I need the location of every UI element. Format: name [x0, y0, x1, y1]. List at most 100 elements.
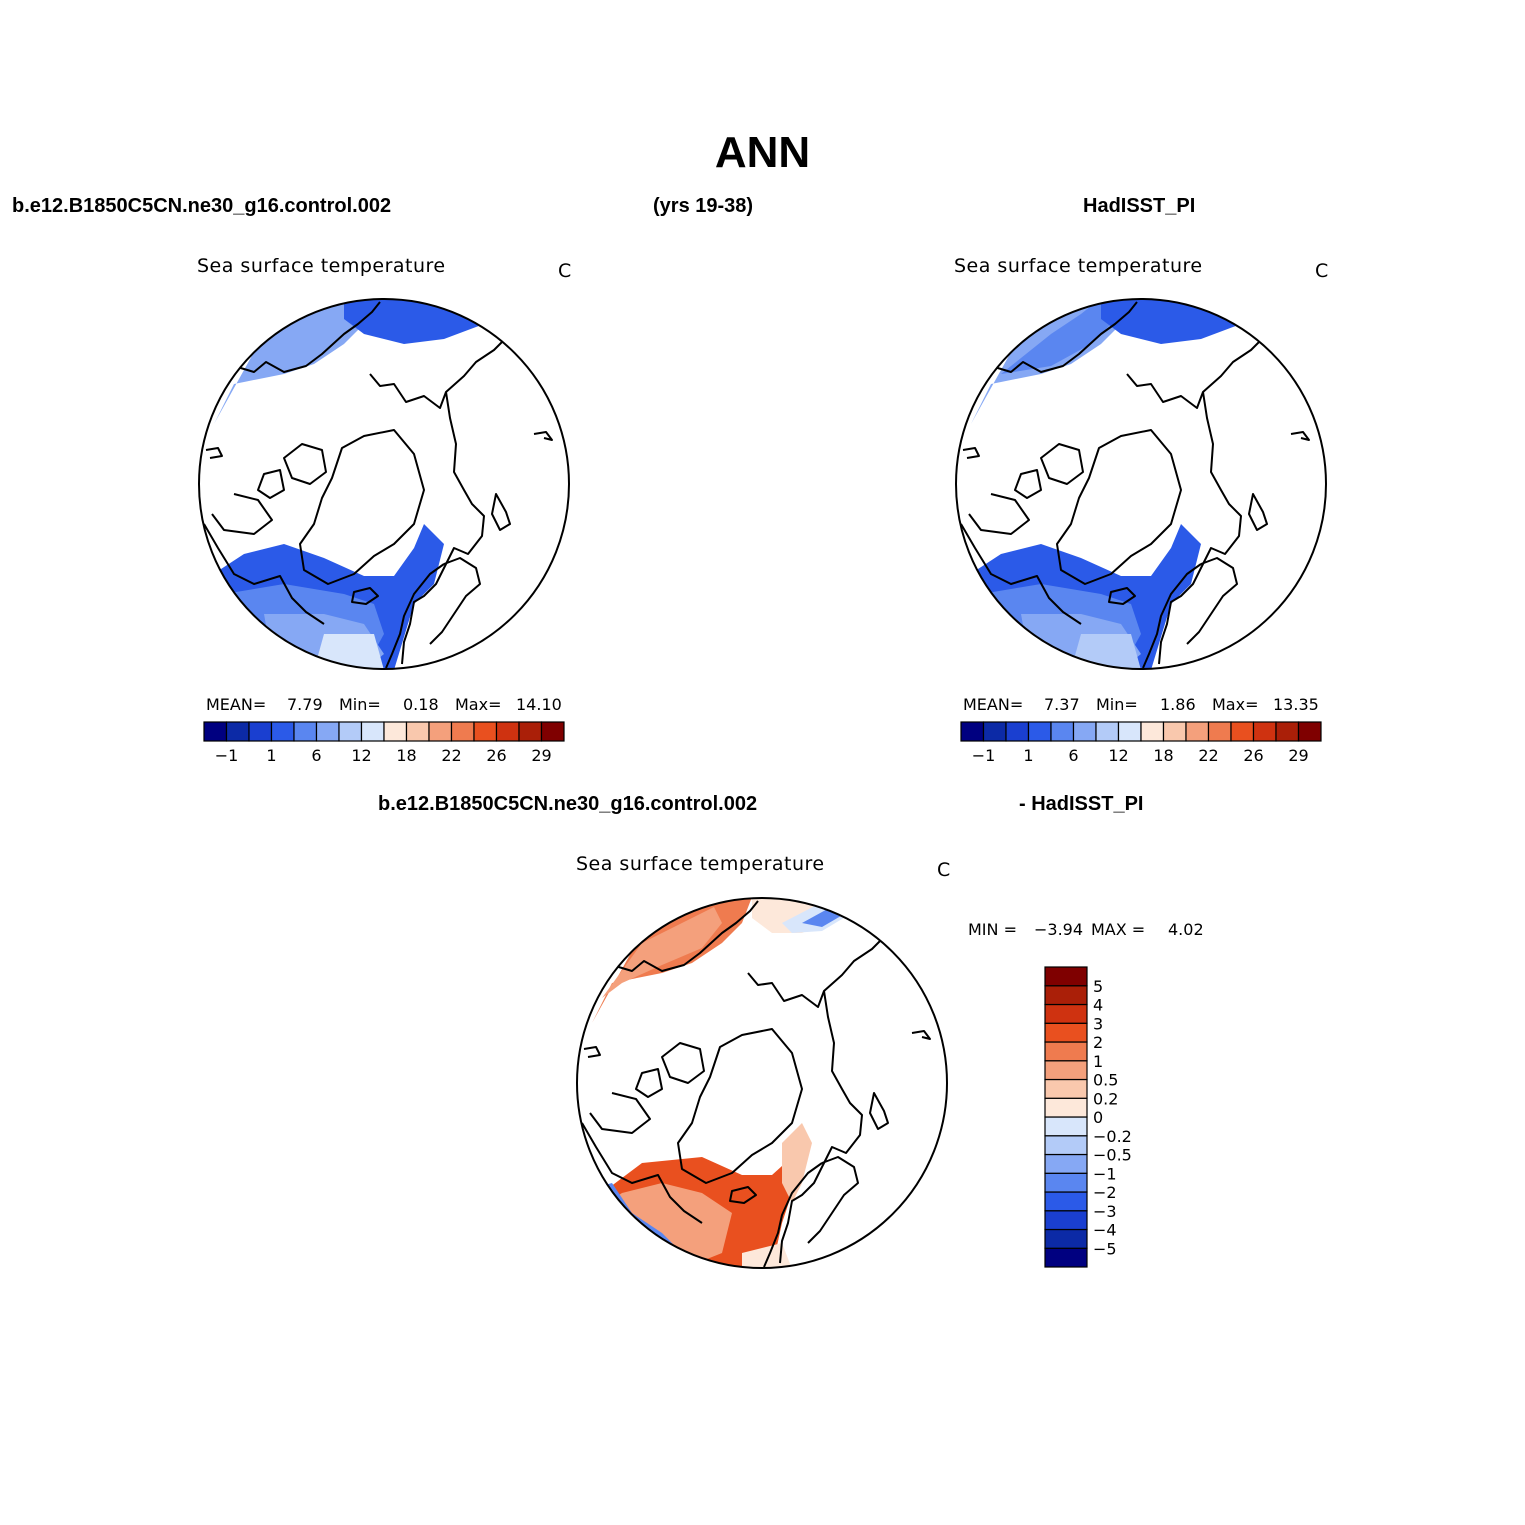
island-coast [257, 469, 285, 499]
colorbar-swatch [1044, 1022, 1088, 1043]
panel-model-mean-label: MEAN= [206, 695, 267, 714]
sst-field [244, 299, 364, 374]
coastline [975, 301, 1138, 375]
island-coast [911, 1030, 931, 1040]
colorbar-tick-label: −0.5 [1093, 1146, 1132, 1165]
panel-model-min-label: Min= [339, 695, 381, 714]
polar-map-model [198, 298, 570, 670]
map-boundary [955, 298, 1327, 670]
island-coast [583, 1046, 601, 1058]
map-boundary [198, 298, 570, 670]
colorbar-tick-label: 22 [441, 746, 461, 765]
sst-field-warm [782, 1123, 812, 1203]
coastline [1186, 557, 1238, 645]
panel-model-max-value: 14.10 [516, 695, 562, 714]
colorbar-swatch [1044, 1153, 1088, 1174]
colorbar-tick-label: 3 [1093, 1014, 1103, 1033]
greenland-coast [1056, 429, 1182, 585]
panel-model-mean-value: 7.79 [287, 695, 323, 714]
colorbar-model: −1 1 6 12 18 22 26 29 [203, 721, 565, 765]
colorbar-swatch [248, 721, 273, 742]
island-coast [869, 1092, 889, 1130]
colorbar-tick-label: −5 [1093, 1239, 1117, 1258]
coastline [763, 1162, 823, 1268]
page-title: ANN [714, 128, 811, 177]
colorbar-tick-label: 18 [396, 746, 416, 765]
colorbar-tick-label: 5 [1093, 977, 1103, 996]
sst-field-warm [592, 1183, 732, 1268]
panel-obs-min-label: Min= [1096, 695, 1138, 714]
colorbar-swatch [450, 721, 475, 742]
island-coast [1248, 493, 1268, 531]
sst-field [314, 634, 384, 669]
colorbar-tick-label: −1 [972, 746, 996, 765]
colorbar-swatch [1044, 1172, 1088, 1193]
colorbar-tick-label: −3 [1093, 1202, 1117, 1221]
colorbar-obs: −1 1 6 12 18 22 26 29 [960, 721, 1322, 765]
diff-case-name-a: b.e12.B1850C5CN.ne30_g16.control.002 [378, 793, 758, 815]
colorbar-swatch [225, 721, 250, 742]
colorbar-swatch [495, 721, 520, 742]
island-coast [635, 1068, 663, 1098]
colorbar-tick-label: 29 [531, 746, 551, 765]
colorbar-swatch [383, 721, 408, 742]
island-coast [962, 447, 980, 459]
panel-obs-mean-value: 7.37 [1044, 695, 1080, 714]
left-case-name: b.e12.B1850C5CN.ne30_g16.control.002 [12, 195, 392, 217]
coastline [429, 557, 481, 645]
coastline [589, 1092, 651, 1134]
panel-diff-min-value: −3.94 [1034, 920, 1084, 939]
colorbar-tick-label: 2 [1093, 1033, 1103, 1052]
panel-diff-units: C [937, 859, 951, 881]
colorbar-tick-label: 0.5 [1093, 1071, 1118, 1090]
colorbar-swatch [473, 721, 498, 742]
coastline [747, 934, 895, 1008]
years-label: (yrs 19-38) [653, 195, 754, 217]
island-coast [533, 431, 553, 441]
coastline [968, 493, 1030, 535]
panel-diff-variable: Sea surface temperature [576, 853, 825, 875]
panel-model-variable: Sea surface temperature [197, 255, 446, 277]
panel-obs-max-value: 13.35 [1273, 695, 1319, 714]
island-coast [1014, 469, 1042, 499]
colorbar-tick-label: 26 [486, 746, 506, 765]
colorbar-swatch [1044, 1078, 1088, 1099]
colorbar-swatch [1275, 721, 1300, 742]
colorbar-tick-label: 1 [1093, 1052, 1103, 1071]
panel-diff-min-label: MIN = [968, 920, 1017, 939]
colorbar-tick-label: 6 [1068, 746, 1078, 765]
colorbar-swatch [1027, 721, 1052, 742]
panel-obs-variable: Sea surface temperature [954, 255, 1203, 277]
colorbar-swatch [1117, 721, 1142, 742]
coastline [203, 523, 325, 625]
colorbar-swatch [1044, 985, 1088, 1006]
island-coast [1290, 431, 1310, 441]
colorbar-swatch [1297, 721, 1322, 742]
polar-map-obs [955, 298, 1327, 670]
coastline [779, 990, 863, 1264]
island-coast [283, 443, 327, 485]
island-coast [661, 1042, 705, 1084]
island-coast [1040, 443, 1084, 485]
panel-model-min-value: 0.18 [403, 695, 439, 714]
polar-map-diff [576, 897, 948, 1269]
colorbar-swatch [1044, 1041, 1088, 1062]
colorbar-tick-label: 12 [1108, 746, 1128, 765]
colorbar-swatch [315, 721, 340, 742]
colorbar-swatch [1005, 721, 1030, 742]
colorbar-tick-label: −0.2 [1093, 1127, 1132, 1146]
colorbar-swatch [1252, 721, 1277, 742]
colorbar-swatch [1162, 721, 1187, 742]
colorbar-swatch [1140, 721, 1165, 742]
colorbar-tick-label: 1 [1023, 746, 1033, 765]
island-coast [205, 447, 223, 459]
colorbar-swatch [1044, 1003, 1088, 1024]
coastline [596, 900, 759, 974]
colorbar-tick-label: 12 [351, 746, 371, 765]
colorbar-tick-label: 0 [1093, 1108, 1103, 1127]
colorbar-tick-label: 1 [266, 746, 276, 765]
panel-obs-units: C [1315, 260, 1329, 282]
coastline [1126, 335, 1274, 409]
colorbar-swatch [1207, 721, 1232, 742]
